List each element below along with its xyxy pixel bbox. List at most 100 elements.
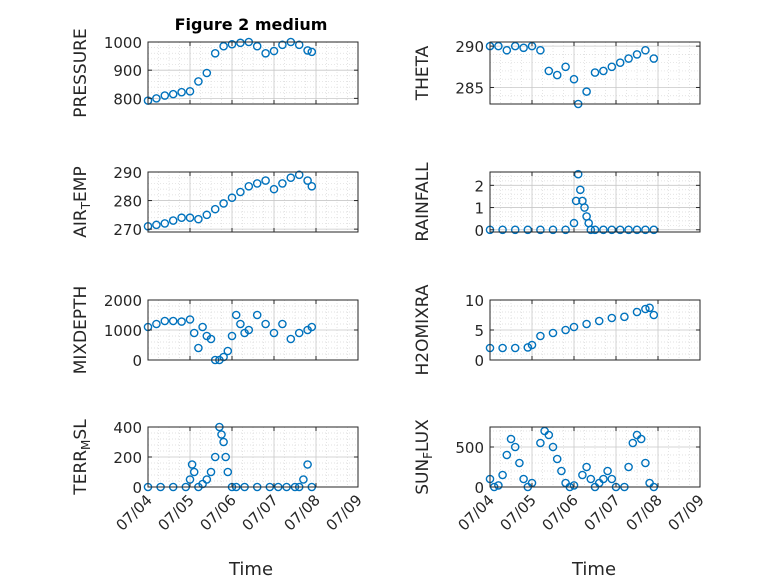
panel-mixdepth: 0 1000 2000 MIXDEPTH xyxy=(71,286,359,375)
data-point xyxy=(194,77,203,86)
y-tick-label: 2 xyxy=(474,177,484,195)
y-axis-label: PRESSURE xyxy=(71,28,91,117)
data-point xyxy=(628,438,638,448)
data-point xyxy=(160,316,170,326)
data-point xyxy=(523,225,533,235)
panel-pressure: 800 900 1000 PRESSURE xyxy=(71,28,359,118)
data-point xyxy=(519,474,528,484)
data-point xyxy=(552,454,562,464)
data-point xyxy=(185,213,195,223)
panel-theta: 285 290 THETA xyxy=(413,38,701,109)
data-point xyxy=(231,310,241,320)
panel-rainfall: 0 1 2 RAINFALL xyxy=(413,162,701,242)
data-point xyxy=(582,87,591,96)
data-point xyxy=(620,312,629,322)
y-axis-label: MIXDEPTH xyxy=(71,286,91,375)
data-point xyxy=(307,322,317,332)
data-point xyxy=(502,450,512,460)
y-axis-label: SUNFLUX xyxy=(413,419,435,495)
y-tick-label: 0 xyxy=(474,222,484,240)
data-point xyxy=(278,40,287,50)
data-point xyxy=(252,179,262,188)
data-point xyxy=(607,474,617,484)
data-point xyxy=(223,346,233,356)
data-point xyxy=(498,343,507,353)
data-point xyxy=(219,199,228,208)
data-point xyxy=(576,185,585,195)
y-tick-label: 200 xyxy=(113,449,142,467)
data-point xyxy=(252,41,262,51)
data-point xyxy=(210,452,220,462)
y-tick-label: 1 xyxy=(474,200,484,218)
data-point xyxy=(649,54,659,63)
data-point xyxy=(236,187,245,197)
data-point xyxy=(278,319,287,329)
y-tick-label: 10 xyxy=(465,292,484,310)
y-axis-label: TERRMSL xyxy=(71,419,93,496)
data-point xyxy=(160,91,170,100)
data-point xyxy=(571,196,581,206)
data-point xyxy=(607,225,617,235)
data-point xyxy=(261,176,270,185)
data-point xyxy=(561,225,570,235)
data-point xyxy=(586,225,596,235)
data-point xyxy=(578,470,587,480)
data-point xyxy=(227,331,237,341)
data-point xyxy=(294,170,304,180)
data-point xyxy=(269,184,279,194)
data-point xyxy=(607,313,617,323)
data-point xyxy=(636,434,646,444)
y-tick-label: 0 xyxy=(474,479,484,497)
data-point xyxy=(632,307,642,317)
data-point xyxy=(168,316,178,326)
data-point xyxy=(586,474,596,484)
y-tick-label: 270 xyxy=(113,221,142,239)
data-point xyxy=(219,352,228,362)
y-tick-label: 280 xyxy=(113,193,142,211)
data-point xyxy=(569,481,579,490)
data-point xyxy=(590,225,600,235)
data-point xyxy=(198,322,207,332)
data-point xyxy=(557,466,566,476)
y-tick-label: 900 xyxy=(113,62,142,80)
data-point xyxy=(569,322,579,332)
data-point xyxy=(494,481,503,490)
data-point xyxy=(252,310,262,320)
data-point xyxy=(206,467,216,477)
data-point xyxy=(607,62,617,72)
y-tick-label: 1000 xyxy=(104,322,142,340)
data-point xyxy=(307,47,317,57)
data-point xyxy=(599,66,608,76)
y-tick-label: 500 xyxy=(455,439,484,457)
data-point xyxy=(202,475,212,484)
data-point xyxy=(307,181,317,191)
data-point xyxy=(202,210,212,220)
data-point xyxy=(168,216,178,225)
data-point xyxy=(286,334,296,344)
data-point xyxy=(152,319,161,329)
data-point xyxy=(152,220,161,230)
data-point xyxy=(582,319,591,329)
data-point xyxy=(527,340,537,350)
panel-air-temp: 270 280 290 AIRTEMP xyxy=(71,164,359,239)
data-point xyxy=(536,331,545,341)
data-point xyxy=(624,54,633,63)
data-point xyxy=(599,474,608,484)
y-tick-label: 0 xyxy=(132,479,142,497)
data-point xyxy=(632,50,642,59)
data-point xyxy=(603,466,612,476)
y-tick-label: 1000 xyxy=(104,34,142,52)
axes-box xyxy=(489,426,701,488)
data-point xyxy=(569,74,579,84)
data-point xyxy=(210,48,220,58)
data-point xyxy=(548,225,558,235)
data-point xyxy=(645,303,654,313)
data-point xyxy=(294,328,304,338)
y-tick-label: 2000 xyxy=(104,292,142,310)
data-point xyxy=(219,41,228,51)
data-point xyxy=(303,460,312,469)
data-point xyxy=(641,458,650,468)
y-tick-label: 290 xyxy=(113,164,142,182)
y-tick-label: 0 xyxy=(474,352,484,370)
